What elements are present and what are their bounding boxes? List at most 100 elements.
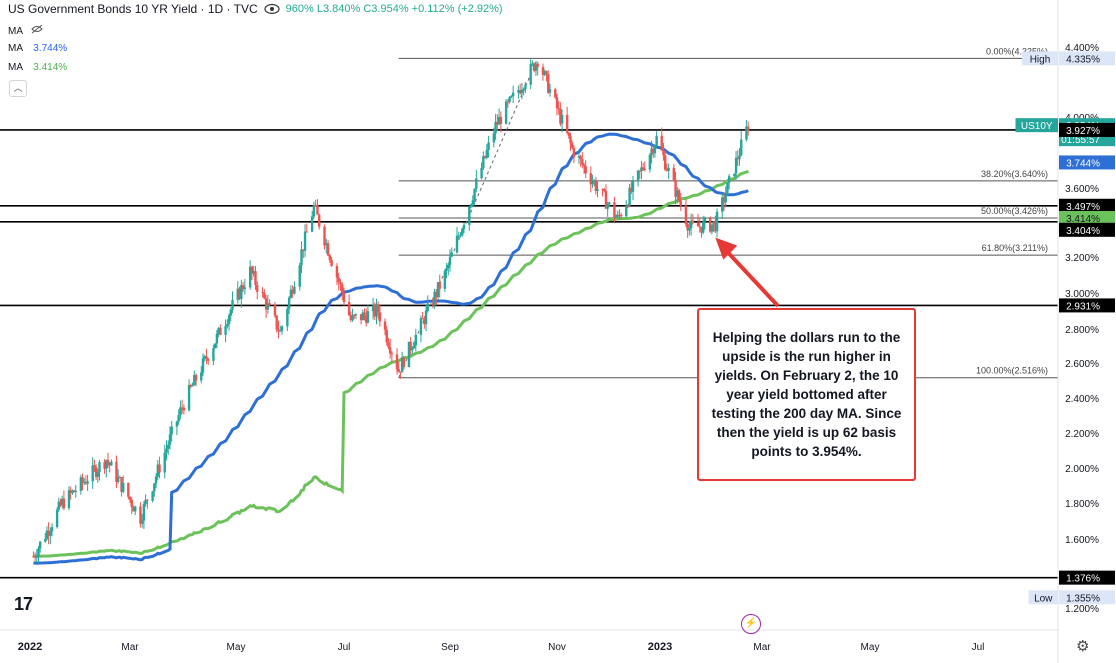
candle-body	[263, 292, 266, 299]
candle-body	[727, 176, 731, 183]
candle-body	[676, 190, 679, 197]
time-tick-label: Nov	[548, 642, 566, 653]
candle-body	[570, 143, 574, 148]
candle-body	[745, 126, 748, 140]
eye-icon[interactable]	[264, 2, 280, 16]
event-icon[interactable]: ⚡	[741, 614, 761, 634]
candle-body	[399, 371, 402, 373]
candle-body	[154, 476, 158, 484]
candle-body	[648, 154, 652, 170]
time-tick-label: May	[227, 642, 246, 653]
candle-body	[608, 202, 611, 205]
candle-body	[438, 282, 441, 289]
price-tag-value: 3.744%	[1066, 158, 1100, 169]
ma-row-2[interactable]: MA 3.744%	[8, 43, 67, 54]
candle-body	[120, 477, 123, 492]
candle-body	[69, 490, 72, 493]
ma-label: MA	[8, 26, 23, 37]
candle-body	[254, 271, 257, 285]
candle-body	[734, 157, 738, 174]
candle-body	[541, 67, 545, 75]
candle-body	[445, 268, 448, 271]
annotation-arrow	[723, 248, 780, 308]
candle-body	[640, 167, 643, 172]
candle-body	[330, 259, 333, 266]
collapse-legend-button[interactable]: ︿	[9, 80, 27, 97]
price-tick-label: 3.000%	[1065, 289, 1099, 300]
candle-body	[106, 460, 110, 463]
candle-body	[557, 108, 560, 110]
price-axis	[1058, 0, 1116, 663]
candle-body	[461, 228, 464, 236]
price-tag-name	[1022, 51, 1058, 66]
candle-body	[177, 415, 180, 422]
candle-body	[636, 170, 640, 181]
time-tick-label: 2023	[648, 641, 672, 653]
candle-body	[217, 327, 220, 334]
candle-body	[200, 372, 203, 381]
price-tag	[1059, 122, 1115, 137]
candle-body	[387, 342, 390, 348]
candle-body	[618, 214, 621, 216]
candle-body	[366, 311, 370, 323]
candle-body	[518, 90, 522, 94]
candle-body	[638, 170, 641, 172]
candle-body	[144, 499, 147, 505]
ma-label: MA	[8, 62, 23, 73]
candle-body	[79, 477, 83, 491]
candle-body	[139, 506, 142, 524]
candle-body	[708, 218, 712, 232]
candle-body	[339, 282, 342, 285]
price-tick-label: 2.600%	[1065, 359, 1099, 370]
candle-body	[545, 71, 548, 75]
time-tick-label: Sep	[441, 642, 459, 653]
candle-body	[596, 188, 599, 191]
candle-body	[108, 462, 111, 466]
candle-body	[291, 289, 294, 294]
candle-body	[323, 226, 326, 246]
price-tag-value: 2.931%	[1066, 301, 1100, 312]
candle-body	[325, 243, 328, 246]
candle-body	[32, 556, 35, 558]
price-tick-label: 4.400%	[1065, 43, 1099, 54]
candle-body	[689, 220, 693, 229]
candle-body	[275, 315, 278, 330]
ma-row-3[interactable]: MA 3.414%	[8, 62, 67, 73]
candle-body	[163, 452, 166, 473]
candle-body	[44, 539, 47, 542]
candle-body	[243, 287, 247, 289]
price-tick-label: 2.200%	[1065, 429, 1099, 440]
candle-body	[153, 483, 156, 492]
gear-icon[interactable]: ⚙	[1076, 638, 1090, 655]
candle-body	[504, 101, 508, 124]
candle-body	[351, 314, 354, 321]
candle-body	[715, 211, 719, 232]
candle-body	[712, 221, 715, 225]
candle-body	[74, 490, 77, 493]
time-tick-label: May	[861, 642, 880, 653]
symbol-title[interactable]: US Government Bonds 10 YR Yield · 1D · T…	[8, 2, 258, 16]
candle-body	[134, 506, 137, 512]
candle-body	[385, 329, 388, 343]
candle-body	[371, 305, 375, 312]
ma-row-1[interactable]: MA	[8, 24, 43, 37]
candle-body	[38, 541, 42, 549]
candle-body	[179, 407, 182, 416]
price-tag-value: 3.404%	[1066, 226, 1100, 237]
candle-body	[363, 312, 366, 316]
hidden-eye-icon[interactable]	[31, 24, 43, 34]
candle-body	[347, 302, 351, 316]
candle-body	[83, 481, 86, 483]
candle-body	[579, 156, 582, 160]
candle-body	[710, 224, 714, 232]
candle-body	[47, 530, 50, 536]
candle-body	[373, 305, 376, 317]
candle-body	[721, 197, 724, 212]
candle-body	[376, 304, 380, 313]
candle-body	[738, 155, 741, 160]
candle-body	[238, 288, 241, 299]
price-tag	[1059, 198, 1115, 213]
price-tick-label: 2.400%	[1065, 394, 1099, 405]
candle-body	[305, 231, 309, 233]
